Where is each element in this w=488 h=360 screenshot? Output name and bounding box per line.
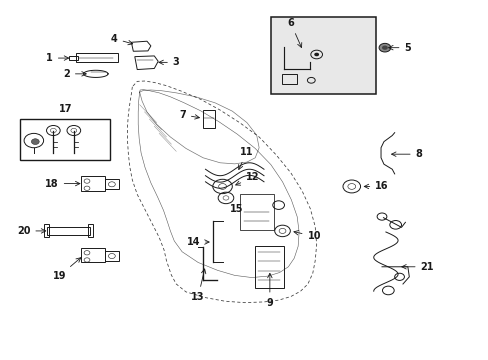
Text: 17: 17: [59, 104, 72, 114]
Bar: [203, 110, 215, 129]
Bar: [44, 225, 49, 237]
Text: 7: 7: [179, 110, 199, 120]
Bar: [76, 53, 118, 62]
Text: 18: 18: [45, 179, 80, 189]
Bar: [81, 176, 104, 191]
Text: 15: 15: [229, 204, 243, 214]
Text: 1: 1: [46, 53, 68, 63]
Bar: [88, 225, 93, 237]
Text: 21: 21: [401, 262, 433, 272]
Text: 14: 14: [186, 237, 209, 247]
Text: 11: 11: [238, 147, 253, 170]
Circle shape: [31, 139, 39, 144]
Bar: [47, 227, 90, 234]
Circle shape: [314, 53, 319, 56]
Text: 16: 16: [364, 181, 388, 192]
Bar: [69, 55, 78, 60]
Text: 13: 13: [191, 269, 205, 302]
Bar: [104, 251, 119, 261]
Bar: [239, 194, 273, 230]
Circle shape: [381, 45, 387, 50]
Bar: [271, 17, 375, 94]
Circle shape: [378, 43, 390, 52]
Bar: [20, 119, 110, 160]
Bar: [81, 248, 104, 262]
Text: 20: 20: [17, 226, 46, 236]
Text: 6: 6: [287, 18, 301, 48]
Text: 10: 10: [293, 230, 320, 241]
Text: 8: 8: [391, 149, 422, 159]
Text: 2: 2: [63, 69, 86, 79]
Bar: [255, 246, 283, 288]
Text: 5: 5: [388, 43, 410, 53]
Text: 12: 12: [235, 172, 259, 185]
Text: 3: 3: [159, 57, 179, 67]
Text: 19: 19: [52, 258, 81, 281]
Text: 9: 9: [266, 273, 273, 308]
Bar: [104, 179, 119, 189]
Bar: [282, 74, 296, 84]
Text: 4: 4: [111, 34, 132, 45]
